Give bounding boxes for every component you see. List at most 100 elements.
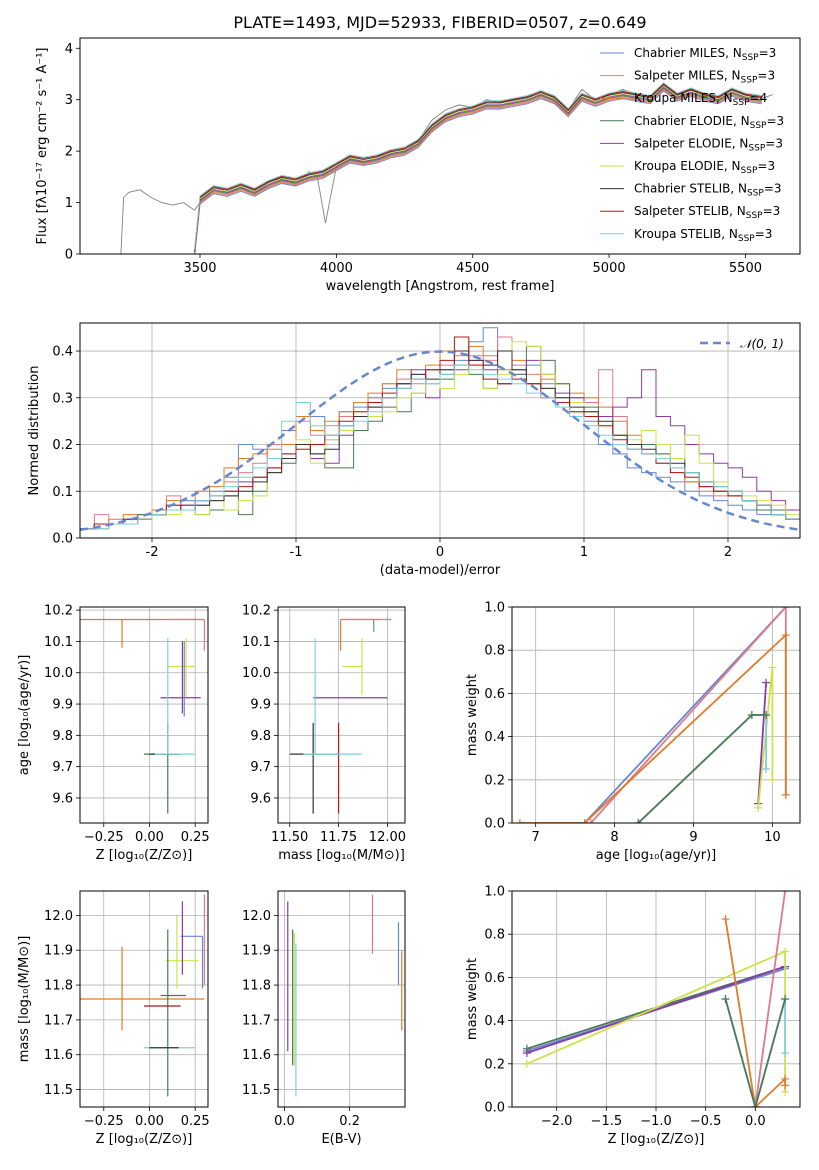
y-tick-label: 0.0 [484,1101,505,1116]
y-tick-label: 0.3 [52,391,73,406]
y-tick-label: 11.9 [242,944,271,959]
mass-weight-marker [762,711,771,719]
legend-label-tail: =3 [766,114,784,128]
mass-weight-line [637,714,767,823]
mass-weight-marker [754,803,763,812]
x-axis-label: wavelength [Angstrom, rest frame] [326,279,555,294]
y-tick-label: 10.0 [242,666,271,681]
plot-frame [511,890,801,1108]
plot-area [80,894,205,1097]
y-tick-label: 12.0 [44,909,73,924]
mass-weight-marker [721,995,730,1003]
mass-weight-marker [580,819,589,823]
x-tick-label: −2.0 [541,1114,573,1129]
legend-label-text: Kroupa ELODIE, N [634,159,741,173]
y-tick-label: 9.6 [250,791,271,806]
y-tick-label: 11.7 [44,1013,73,1028]
mass-weight-marker [781,790,790,799]
y-tick-label: 9.8 [250,729,271,744]
y-tick-label: 9.7 [250,760,271,775]
y-tick-label: 11.8 [242,979,271,994]
mass-weight-marker [781,631,790,640]
mass-weight-marker [768,775,777,784]
mass-weight-marker [781,947,790,956]
model-spectrum-line [194,82,762,250]
x-axis-label: age [log₁₀(age/yr)] [596,848,717,863]
legend-label-text: Chabrier STELIB, N [634,182,747,196]
legend-label-text: Salpeter MILES, N [634,69,741,83]
legend-label-subscript: SSP [746,211,763,221]
y-tick-label: 11.5 [242,1083,271,1098]
mass-weight-marker [768,663,777,672]
y-tick-label: 1.0 [484,885,505,900]
y-tick-label: 4 [65,42,73,57]
mass-weight-marker [781,891,790,895]
y-axis-label: mass weight [465,674,480,756]
y-tick-label: 0.0 [52,532,73,547]
legend-label-subscript: SSP [748,143,765,153]
mass-weight-line [637,714,767,823]
residual-histogram-panel: -2 -1 0 1 2 0.0 0.1 0.2 0.3 0.4 (data-model)/error… [27,322,801,578]
y-tick-label: 0.4 [484,730,505,745]
x-tick-label: 7 [532,830,540,845]
y-axis-label: Normed distribution [27,366,42,496]
y-tick-label: 0.6 [484,687,505,702]
y-tick-label: 2 [65,145,73,160]
y-tick-label: 10.2 [44,604,73,619]
mass-weight-marker [781,995,790,1003]
legend-label-subscript: SSP [747,189,764,199]
mass-weight-marker [781,1049,790,1057]
y-tick-label: 0.4 [484,1014,505,1029]
x-tick-label: 5000 [593,261,626,276]
mass-weight-marker [751,1103,760,1107]
model-spectrum-line [194,89,762,254]
legend-label: Chabrier STELIB, NSSP=3 [634,182,782,199]
x-axis-label: Z [log₁₀(Z/Z⊙)] [96,848,193,863]
mass-weight-line [519,633,787,823]
normal-distribution-curve [80,350,800,532]
x-tick-label: 0 [436,545,444,560]
plot-area [289,618,392,814]
plot-area [522,891,790,1107]
x-tick-label: 12.00 [369,830,406,845]
model-spectrum-line [194,85,762,254]
x-tick-label: −0.25 [84,830,124,845]
x-tick-label: 11.50 [271,830,308,845]
y-tick-label: 1.0 [484,601,505,616]
mass-weight-marker [634,819,643,823]
x-tick-label: 0.25 [181,830,210,845]
x-tick-label: 5500 [729,261,762,276]
y-tick-label: 9.8 [52,729,73,744]
plot-frame [79,322,801,539]
x-tick-label: 0.2 [339,1114,360,1129]
plot-area [80,327,800,532]
x-tick-label: −1.5 [591,1114,623,1129]
mass-weight-line [724,998,786,1107]
y-tick-label: 10.2 [242,604,271,619]
legend-label-text: Kroupa STELIB, N [634,227,738,241]
age-vs-mass-panel: 11.50 11.75 12.00 9.6 9.7 9.8 9.9 10.0 10.1 10.2 m… [242,604,406,863]
x-tick-label: -1 [290,545,303,560]
y-tick-label: 9.6 [52,791,73,806]
x-tick-label: 1 [580,545,588,560]
mass-weight-marker [781,1081,790,1090]
legend-label-tail: =3 [755,227,773,241]
x-tick-label: −0.5 [690,1114,722,1129]
y-tick-label: 10.0 [44,666,73,681]
legend-label-subscript: SSP [741,76,758,86]
legend-label: Salpeter ELODIE, NSSP=3 [634,136,783,153]
y-tick-label: 0.1 [52,485,73,500]
model-spectrum-line [194,90,762,254]
legend-label-subscript: SSP [742,53,759,63]
y-tick-label: 12.0 [242,909,271,924]
y-axis-label: mass weight [465,958,480,1040]
age-mass-weight-panel: 7 8 9 10 0.0 0.2 0.4 0.6 0.8 1.0 age [log₁₀(age/yr… [465,601,801,863]
y-tick-label: 0.8 [484,928,505,943]
y-tick-label: 0.2 [484,773,505,788]
y-tick-label: 11.9 [44,944,73,959]
legend-label-tail: =3 [759,46,777,60]
metallicity-mass-weight-panel: −2.0 −1.5 −1.0 −0.5 0.0 0.0 0.2 0.4 0.6 0.8 1.0 Z [… [465,885,801,1147]
plot-area [120,82,773,254]
legend-label-tail: =3 [765,136,783,150]
